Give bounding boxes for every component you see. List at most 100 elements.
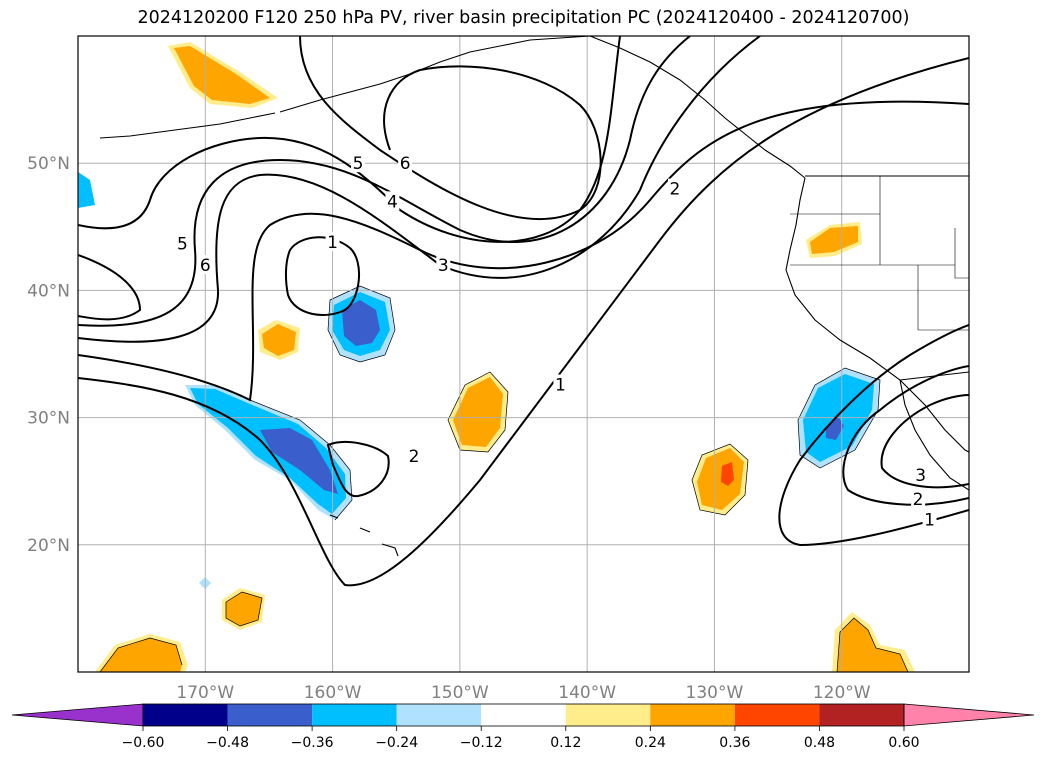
pv-contour-label: 1 xyxy=(327,233,338,253)
colorbar-frame xyxy=(142,703,905,727)
colorbar-tick-label: 0.60 xyxy=(888,735,919,751)
colorbar-tick-label: 0.48 xyxy=(804,735,835,751)
precipitation-shading xyxy=(78,42,915,672)
pv-contour-3 xyxy=(78,36,761,343)
precip-area-orange-bottom-left-core xyxy=(100,638,182,672)
pv-contour-6-north xyxy=(299,36,602,221)
colorbar-segment xyxy=(143,704,228,726)
pv-contour-label: 1 xyxy=(924,510,935,530)
pv-contour-2-main xyxy=(78,100,969,402)
pv-contour-2-closed xyxy=(326,441,390,498)
lat-tick-label: 30°N xyxy=(27,409,70,429)
lat-tick-label: 40°N xyxy=(27,281,70,301)
colorbar-segment xyxy=(312,704,397,726)
precip-area-red-east-core xyxy=(721,462,734,486)
pv-contour-label: 6 xyxy=(400,154,411,174)
pv-contour-label: 2 xyxy=(409,447,420,467)
colorbar-segment xyxy=(481,704,566,726)
lat-tick-label: 50°N xyxy=(27,154,70,174)
coastline-us-west xyxy=(785,177,969,453)
colorbar-segment xyxy=(227,704,313,726)
contour-label-background xyxy=(913,464,928,484)
contour-label-background xyxy=(667,178,682,198)
precip-area-blue-west-edge xyxy=(78,172,95,208)
latitude-labels: 50°N 40°N 30°N 20°N xyxy=(27,154,70,556)
pv-contour-label: 6 xyxy=(200,256,211,276)
colorbar-segment xyxy=(396,704,482,726)
map-frame xyxy=(77,35,970,673)
precip-area-orange-oregon-core xyxy=(810,226,858,254)
precip-area-orange-nw-core xyxy=(174,46,270,104)
colorbar-extend-low xyxy=(11,703,144,727)
pv-contour-1-main xyxy=(78,57,969,587)
coastline-aleutians xyxy=(99,112,276,139)
contour-label-background xyxy=(198,254,213,274)
contour-label-background xyxy=(175,233,190,253)
lon-tick-label: 130°W xyxy=(686,683,744,703)
colorbar-tick-label: −0.60 xyxy=(122,735,165,751)
pv-contour-6 xyxy=(78,254,142,321)
colorbar-segment xyxy=(565,704,651,726)
precip-area-orange-east-core xyxy=(697,448,744,510)
pv-contour-label: 4 xyxy=(387,192,398,212)
precip-area-blue-southwest-mid xyxy=(190,388,346,514)
colorbar-tick-label: −0.24 xyxy=(375,735,418,751)
pv-contour-label: 5 xyxy=(353,154,364,174)
pv-contour-label: 2 xyxy=(670,180,681,200)
coastline-baja xyxy=(899,379,969,491)
colorbar-tick-label: −0.36 xyxy=(291,735,334,751)
pv-contour-label: 2 xyxy=(913,490,924,510)
colorbar-segment xyxy=(734,704,820,726)
precip-area-orange-central-core xyxy=(453,377,503,447)
colorbar-tick-label: 0.24 xyxy=(635,735,666,751)
precip-area-orange-small-core xyxy=(262,324,296,356)
colorbar-extend-high xyxy=(903,703,1035,727)
precip-area-orange-bottom-right-core xyxy=(837,618,908,672)
colorbar-tick-label: −0.48 xyxy=(206,735,249,751)
colorbar-tick-label: 0.36 xyxy=(719,735,750,751)
lon-tick-label: 140°W xyxy=(558,683,616,703)
colorbar: −0.60 −0.48 −0.36 −0.24 −0.12 0.12 0.24 0.36 0.4… xyxy=(11,703,1035,751)
map-background xyxy=(78,36,969,672)
pv-contour-label: 3 xyxy=(915,466,926,486)
contour-label-background xyxy=(911,489,926,509)
contour-label-background xyxy=(436,254,451,274)
colorbar-segment xyxy=(819,704,904,726)
pv-contour-label: 1 xyxy=(555,376,566,396)
pv-contour-4 xyxy=(78,36,691,327)
contour-label-background xyxy=(922,509,937,529)
contour-label-background xyxy=(553,374,568,394)
pv-contour-label: 5 xyxy=(177,234,188,254)
contour-label-background xyxy=(407,445,422,465)
pv-contour-label: 3 xyxy=(438,256,449,276)
contour-label-background xyxy=(385,191,400,211)
colorbar-segment xyxy=(650,704,735,726)
longitude-labels: 170°W 160°W 150°W 140°W 130°W 120°W xyxy=(176,683,870,703)
pv-contours xyxy=(78,36,969,587)
coastline-bc-alaska-panhandle xyxy=(589,36,806,179)
lon-tick-label: 170°W xyxy=(176,683,234,703)
precip-area-blue-central-core xyxy=(342,300,380,346)
lon-tick-label: 150°W xyxy=(431,683,489,703)
contour-label-background xyxy=(398,153,413,173)
pv-contour-east-1 xyxy=(778,324,969,547)
pv-contour-5 xyxy=(78,36,621,243)
precip-area-orange-south-core xyxy=(226,592,262,626)
coastline-alaska xyxy=(279,36,591,113)
state-borders xyxy=(790,176,969,331)
contour-label-background xyxy=(351,153,366,173)
colorbar-tick-label: 0.12 xyxy=(550,735,581,751)
colorbar-tick-label: −0.12 xyxy=(460,735,503,751)
contour-label-background xyxy=(325,232,340,252)
lat-tick-label: 20°N xyxy=(27,536,70,556)
precip-area-blue-east-core xyxy=(826,416,844,440)
hawaii-islands xyxy=(329,514,399,557)
pv-contour-east-2 xyxy=(842,365,969,506)
chart-title: 2024120200 F120 250 hPa PV, river basin … xyxy=(137,8,910,28)
lon-tick-label: 160°W xyxy=(304,683,362,703)
lon-tick-label: 120°W xyxy=(813,683,871,703)
precip-area-blue-southwest-core xyxy=(260,428,338,494)
pv-contour-east-3 xyxy=(880,394,969,489)
